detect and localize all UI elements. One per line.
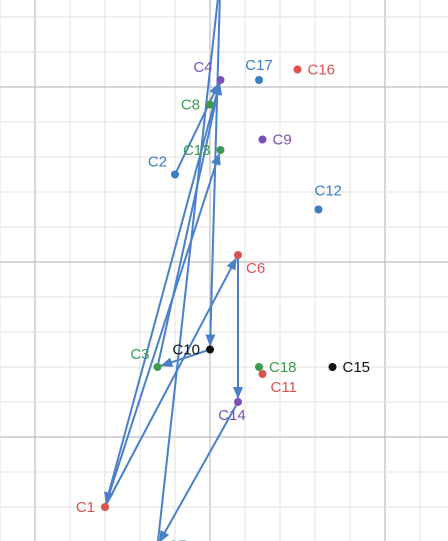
point-label-c15: C15 [343,359,371,376]
point-label-c14: C14 [218,407,246,424]
labels-layer: C1C2C3C4C5C6C7C8C9C10C11C12C13C14C15C16C… [76,57,371,541]
point-c16 [293,65,302,74]
point-c4 [216,76,225,84]
point-c3 [153,363,162,371]
point-c12 [314,205,323,214]
point-c9 [258,135,267,144]
point-label-c16: C16 [308,62,336,79]
point-c18 [255,363,263,371]
point-c17 [255,76,263,84]
point-label-c3: C3 [130,346,149,363]
point-c10 [206,345,214,354]
point-c6 [234,251,242,259]
arrow-c3-to-c4 [157,82,223,364]
point-c11 [258,370,267,378]
point-label-c9: C9 [273,132,292,149]
arrow-c1-to-c13 [105,152,221,504]
point-label-c8: C8 [181,97,200,114]
arrow-c1-to-c6 [105,257,238,504]
point-label-c4: C4 [193,59,212,76]
point-label-c12: C12 [315,183,343,200]
point-label-c13: C13 [183,142,211,159]
point-label-c2: C2 [148,154,167,171]
point-label-c10: C10 [172,342,200,359]
arrow-c4-to-c1 [104,83,221,505]
point-c14 [234,398,242,406]
point-c15 [328,363,337,371]
point-label-c11: C11 [271,379,297,396]
arrows-layer [104,0,243,541]
point-label-c17: C17 [245,57,273,74]
point-c13 [216,146,225,154]
arrow-c7-to-c5 [156,0,219,541]
arrow-c14-to-c7 [158,404,237,541]
point-label-c7: C7 [168,538,187,541]
point-label-c18: C18 [269,359,297,376]
point-label-c6: C6 [246,260,265,277]
arrow-c5-to-c10 [205,0,221,347]
point-label-c1: C1 [76,499,95,516]
arrow-c2-to-c4 [175,82,220,172]
points-layer [101,65,337,511]
point-c1 [101,503,109,511]
point-c8 [206,100,214,109]
point-c2 [171,170,179,179]
